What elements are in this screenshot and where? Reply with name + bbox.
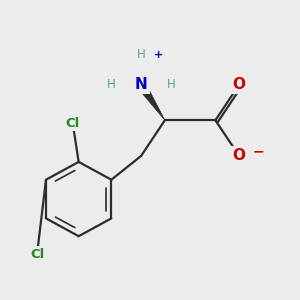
- Text: H: H: [107, 78, 116, 91]
- Text: Cl: Cl: [66, 117, 80, 130]
- Text: H: H: [167, 78, 175, 91]
- Text: H: H: [137, 48, 146, 62]
- Text: +: +: [154, 50, 164, 60]
- Text: O: O: [233, 148, 246, 164]
- Text: N: N: [135, 77, 148, 92]
- Text: O: O: [233, 77, 246, 92]
- Polygon shape: [137, 82, 165, 120]
- Text: Cl: Cl: [30, 248, 44, 260]
- Text: −: −: [253, 145, 264, 158]
